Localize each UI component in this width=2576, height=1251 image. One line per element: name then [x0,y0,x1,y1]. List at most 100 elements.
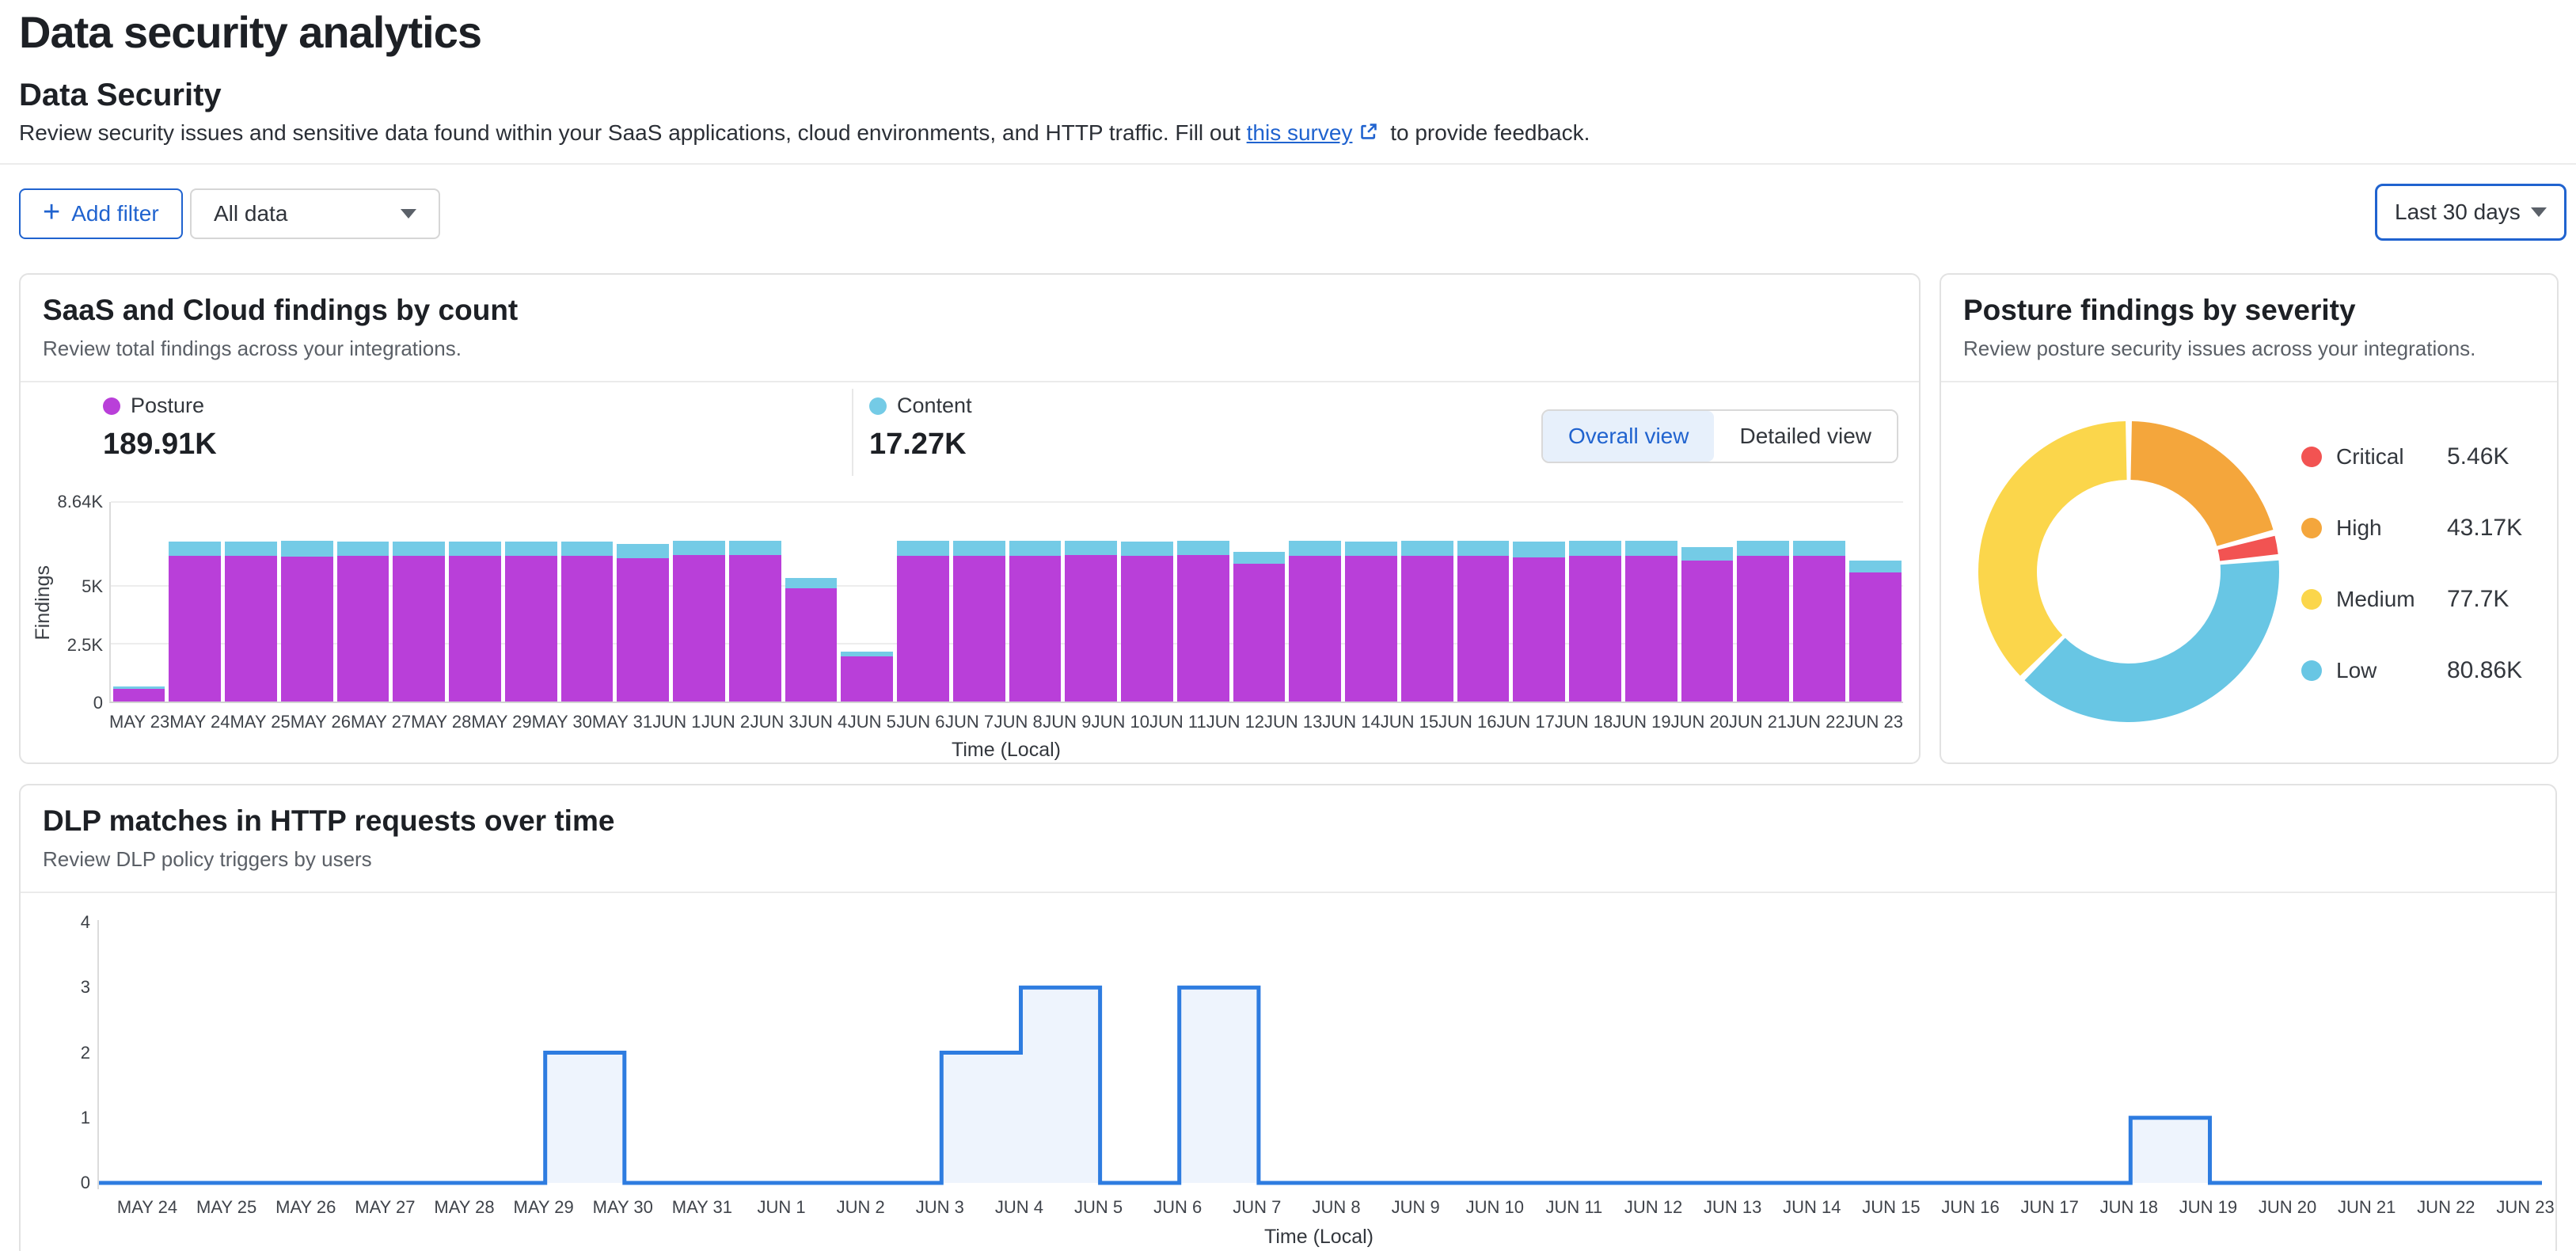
bar-jun-12[interactable] [1231,502,1287,702]
severity-card: Posture findings by severity Review post… [1940,273,2559,764]
bar-jun-18[interactable] [1567,502,1624,702]
bar-jun-1[interactable] [615,502,671,702]
content-total: 17.27K [869,428,967,461]
bar-jun-14[interactable] [1343,502,1400,702]
bar-jun-13[interactable] [1287,502,1343,702]
bar-may-23[interactable] [111,502,167,702]
x-tick-label: JUN 20 [1670,712,1729,732]
bar-segment-content [449,541,501,556]
add-filter-button[interactable]: + Add filter [19,188,183,239]
bar-jun-7[interactable] [951,502,1007,702]
bar-may-31[interactable] [559,502,615,702]
survey-link[interactable]: this survey [1246,120,1353,145]
gridline [111,585,1903,587]
x-tick-label: MAY 26 [290,712,351,732]
bar-segment-content [785,577,838,589]
bar-may-29[interactable] [447,502,503,702]
bar-may-24[interactable] [167,502,223,702]
bar-jun-11[interactable] [1175,502,1231,702]
x-tick-label: MAY 25 [196,1197,257,1217]
x-tick-label: JUN 19 [2179,1197,2238,1217]
bar-segment-content [1457,540,1510,556]
detailed-view-tab[interactable]: Detailed view [1714,411,1897,462]
bar-jun-16[interactable] [1455,502,1511,702]
bar-jun-2[interactable] [671,502,728,702]
bar-may-25[interactable] [223,502,279,702]
x-tick-label: JUN 15 [1380,712,1439,732]
bar-segment-posture [1345,556,1397,702]
bar-jun-9[interactable] [1063,502,1119,702]
overall-view-tab[interactable]: Overall view [1542,411,1715,462]
bar-segment-content [169,541,221,556]
donut-slice-medium[interactable] [1978,421,2127,676]
legend-content: Content 17.27K [869,394,972,462]
bar-segment-content [1065,540,1117,555]
x-tick-label: JUN 5 [1074,1197,1123,1217]
x-tick-label: JUN 16 [1941,1197,2000,1217]
bar-jun-21[interactable] [1735,502,1791,702]
donut-slice-high[interactable] [2130,421,2274,546]
bar-jun-15[interactable] [1399,502,1455,702]
bar-jun-10[interactable] [1119,502,1176,702]
bar-segment-posture [728,554,781,702]
data-scope-value: All data [214,201,288,226]
x-tick-label: JUN 2 [836,1197,885,1217]
bar-jun-17[interactable] [1511,502,1567,702]
bar-jun-3[interactable] [727,502,783,702]
bar-segment-posture [280,556,333,702]
x-tick-label: MAY 27 [350,712,412,732]
bar-jun-6[interactable] [895,502,952,702]
data-scope-select[interactable]: All data [190,188,440,239]
severity-value: 43.17K [2447,515,2523,541]
x-tick-label: JUN 14 [1783,1197,1841,1217]
dlp-x-ticks: MAY 24 MAY 25 MAY 26 MAY 27 MAY 28 MAY 29 MAY … [97,1197,2555,1221]
bar-jun-20[interactable] [1679,502,1735,702]
donut-slice-critical[interactable] [2217,535,2278,561]
section-description: Review security issues and sensitive dat… [19,120,1590,146]
bar-may-28[interactable] [391,502,447,702]
bar-segment-content [1176,540,1229,555]
dlp-step-line[interactable] [99,985,2542,1185]
posture-total: 189.91K [103,428,217,461]
time-range-select[interactable]: Last 30 days [2375,184,2567,241]
bar-jun-23[interactable] [1847,502,1903,702]
severity-legend-row-high: High 43.17K [2301,492,2547,564]
bar-jun-4[interactable] [783,502,839,702]
dlp-area-fill [99,987,2542,1183]
x-tick-label: MAY 31 [671,1197,733,1217]
bar-segment-posture [169,555,221,702]
x-tick-label: JUN 10 [1465,1197,1524,1217]
y-tick-label: 2.5K [66,634,103,655]
bar-segment-content [1737,540,1789,556]
bar-segment-content [280,541,333,557]
x-tick-label: JUN 18 [2099,1197,2159,1217]
bar-jun-8[interactable] [1007,502,1063,702]
x-tick-label: MAY 25 [230,712,291,732]
bar-segment-posture [785,588,838,702]
bar-may-30[interactable] [503,502,559,702]
bar-may-26[interactable] [279,502,335,702]
card-divider [21,381,1919,382]
gridline [111,643,1903,645]
dlp-card: DLP matches in HTTP requests over time R… [19,784,2557,1251]
x-tick-label: JUN 12 [1206,712,1265,732]
bar-segment-content [1793,540,1845,556]
bar-jun-19[interactable] [1623,502,1679,702]
y-tick-label: 0 [80,1173,90,1192]
dlp-card-title: DLP matches in HTTP requests over time [43,804,615,837]
bar-jun-5[interactable] [839,502,895,702]
findings-bar-plot [109,501,1903,703]
bar-jun-22[interactable] [1791,502,1848,702]
high-dot [2301,518,2322,538]
x-tick-label: MAY 27 [355,1197,416,1217]
bar-segment-posture [673,554,725,702]
severity-label: Critical [2336,444,2404,469]
dlp-step-chart [97,920,2542,1189]
donut-slice-low[interactable] [2024,560,2279,722]
severity-label: High [2336,515,2382,540]
bar-may-27[interactable] [335,502,391,702]
x-tick-label: JUN 22 [1787,712,1845,732]
bar-segment-content [728,540,781,555]
bar-segment-content [1681,547,1734,561]
severity-card-subtitle: Review posture security issues across yo… [1963,337,2476,360]
